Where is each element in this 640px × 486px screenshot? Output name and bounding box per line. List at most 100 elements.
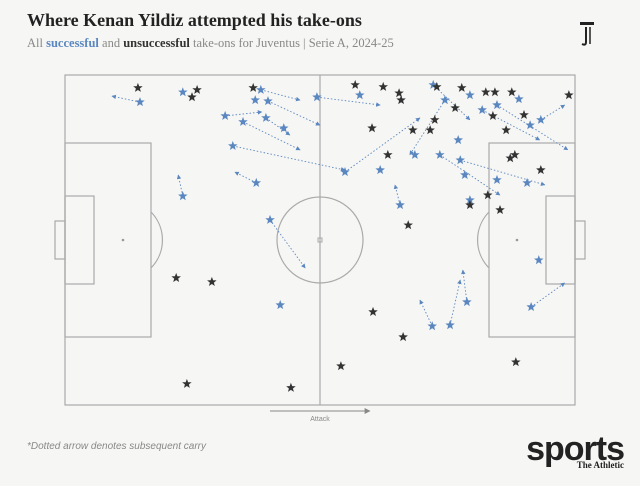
take-on-star (286, 382, 296, 392)
subtitle-text: All (27, 36, 43, 50)
take-on-star (220, 110, 230, 120)
take-on-star (395, 200, 405, 210)
take-on-star (350, 79, 360, 89)
take-on-star (427, 321, 437, 331)
take-on-star (135, 97, 145, 107)
take-on-star (455, 155, 465, 165)
take-on-star (536, 114, 546, 124)
take-on-star (312, 92, 322, 102)
take-on-star (462, 297, 472, 307)
take-on-star (187, 92, 197, 102)
carry-arrow (267, 100, 321, 126)
carry-arrow (461, 269, 468, 303)
take-on-star (492, 100, 502, 110)
take-on-star (340, 167, 350, 177)
take-on-star (378, 81, 388, 91)
carry-arrow (232, 145, 346, 172)
take-on-star (536, 165, 546, 175)
subtitle-text: take-ons for Juventus | Serie A, 2024-25 (193, 36, 394, 50)
take-on-star (460, 170, 470, 179)
take-on-star (178, 87, 188, 97)
carry-arrow (540, 104, 566, 121)
take-on-star (477, 105, 487, 114)
take-on-star (394, 88, 404, 98)
carry-arrow (269, 219, 306, 269)
take-on-star (256, 84, 266, 94)
carry-arrow (449, 279, 462, 326)
take-on-star (490, 87, 500, 97)
take-on-star (383, 149, 393, 159)
take-on-star (534, 255, 544, 265)
carry-arrow (439, 154, 501, 196)
take-on-star (368, 306, 378, 316)
club-logo (580, 22, 594, 46)
carry-arrow (316, 96, 381, 107)
take-on-star (408, 125, 418, 135)
carry-arrow (393, 184, 401, 206)
take-on-star (526, 302, 536, 311)
carry-arrow (530, 282, 566, 308)
take-on-star (430, 114, 440, 124)
take-on-star (525, 120, 535, 130)
take-on-star (440, 95, 450, 105)
take-on-star (398, 332, 408, 342)
chart-title: Where Kenan Yildiz attempted his take-on… (27, 10, 362, 30)
take-on-star (375, 165, 385, 175)
take-on-star (457, 82, 467, 92)
take-on-star (519, 109, 529, 119)
chart-subtitle: All successful and unsuccessful take-ons… (27, 36, 394, 51)
carry-arrow (225, 110, 263, 117)
subtitle-text: and (102, 36, 121, 50)
brand-logo: sports (526, 430, 625, 468)
take-on-star (425, 125, 435, 135)
take-on-star (481, 87, 491, 97)
take-on-star (522, 177, 532, 187)
take-on-star (182, 378, 192, 388)
take-on-star (178, 191, 188, 201)
carry-arrow (344, 117, 421, 173)
take-on-star (403, 220, 413, 230)
take-on-star (275, 300, 285, 310)
carry-arrow (419, 299, 433, 327)
take-on-star (238, 116, 248, 126)
footnote: *Dotted arrow denotes subsequent carry (27, 441, 206, 452)
take-on-star (450, 103, 460, 112)
take-on-star (501, 125, 511, 135)
take-on-star (279, 123, 289, 133)
take-on-star (465, 90, 475, 100)
take-on-star (445, 320, 455, 330)
take-on-star (251, 177, 261, 187)
carry-arrow (111, 94, 141, 103)
take-on-star (248, 82, 258, 92)
take-on-star (265, 214, 275, 224)
take-on-star (171, 272, 181, 282)
take-on-star (336, 361, 346, 371)
take-on-star (507, 87, 517, 97)
take-on-star (261, 112, 271, 122)
legend-unsuccessful: unsuccessful (123, 36, 190, 50)
carry-arrow (176, 174, 184, 197)
carry-arrow (242, 121, 301, 151)
take-on-star (207, 276, 217, 286)
take-on-star (465, 195, 475, 205)
take-on-star (428, 79, 438, 89)
take-on-star (488, 110, 498, 120)
take-on-star (396, 95, 406, 105)
take-on-star (410, 149, 420, 159)
take-on-star (250, 95, 260, 105)
take-on-star (435, 149, 445, 159)
take-on-star (133, 82, 143, 92)
x-axis-label: Attack (310, 416, 330, 423)
take-on-star (432, 81, 442, 91)
carry-arrow (432, 84, 471, 121)
take-on-star (355, 90, 365, 100)
take-on-star (483, 190, 493, 200)
take-on-star (192, 84, 202, 94)
carry-arrow (265, 117, 291, 136)
carry-arrow (260, 89, 301, 102)
take-on-star (367, 123, 377, 133)
brand-sub: The Athletic (576, 460, 624, 470)
carry-arrow (234, 171, 257, 184)
take-on-star (514, 94, 524, 104)
carry-arrow (460, 159, 546, 186)
